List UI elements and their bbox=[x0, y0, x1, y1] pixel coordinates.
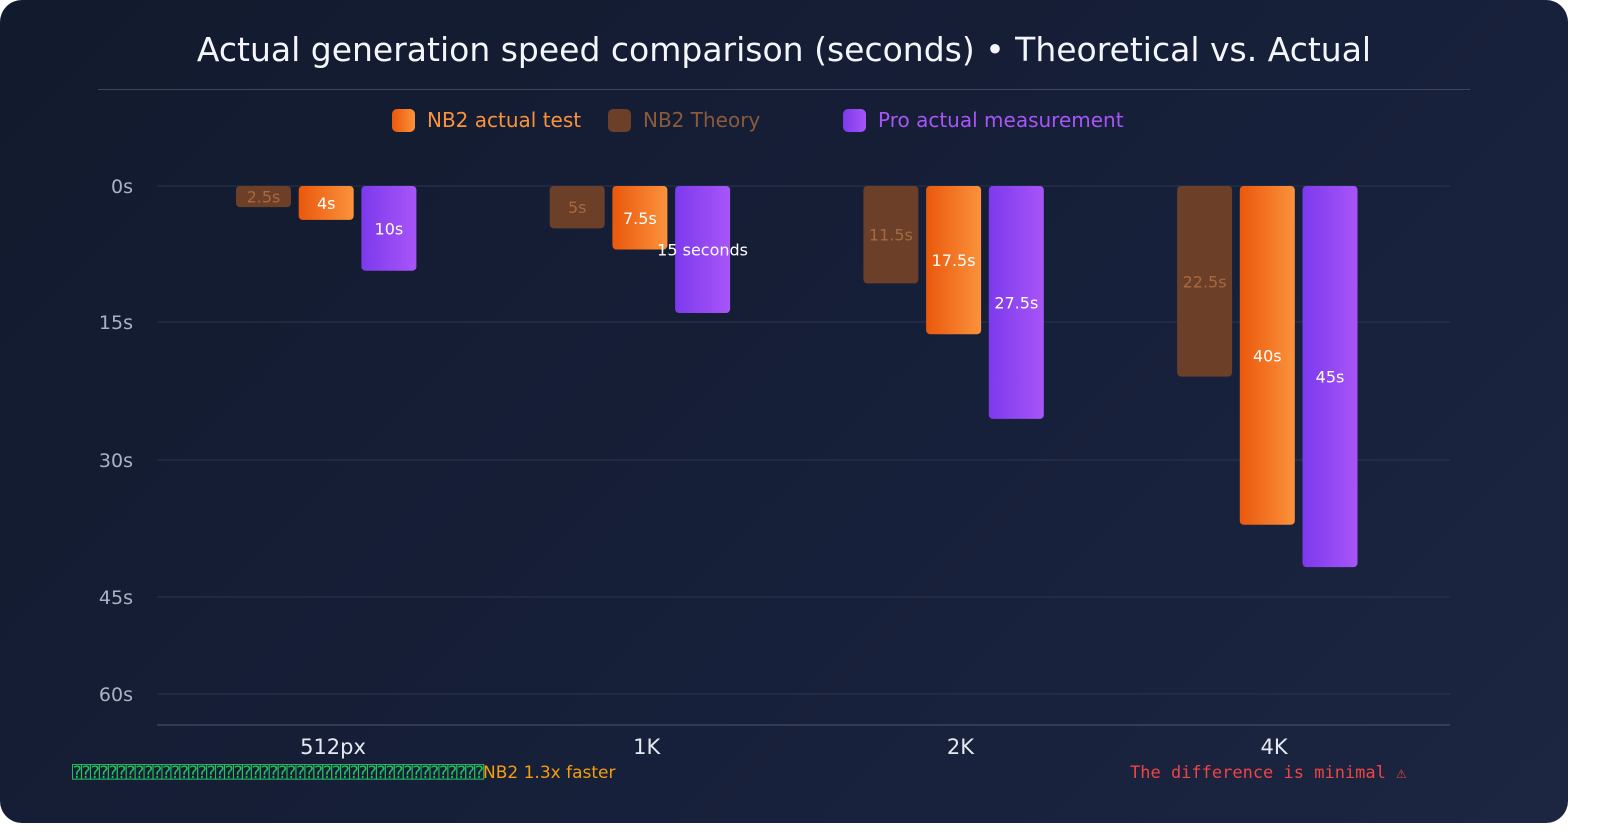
legend-label: NB2 actual test bbox=[427, 108, 582, 132]
y-tick-label: 0s bbox=[111, 176, 133, 198]
bar-nb2-actual-test bbox=[612, 186, 668, 250]
annotation-nb2-faster: NB2 1.3x faster bbox=[483, 763, 616, 783]
bar-pro-actual-measurement bbox=[361, 186, 417, 271]
bar-value-label: 11.5s bbox=[869, 226, 913, 245]
annotation-512-1k: ⍰⍰⍰⍰⍰⍰⍰⍰⍰⍰⍰⍰⍰⍰⍰⍰⍰⍰⍰⍰⍰⍰⍰⍰⍰⍰⍰⍰⍰⍰⍰⍰⍰⍰⍰⍰⍰⍰⍰⍰… bbox=[72, 763, 616, 783]
legend-swatch bbox=[392, 108, 415, 132]
y-tick-label: 15s bbox=[99, 312, 133, 334]
annotation-4k: The difference is minimal ⚠ bbox=[1130, 763, 1407, 783]
bar-nb2-actual-test bbox=[926, 186, 982, 335]
bar-nb2-actual-test bbox=[298, 186, 354, 220]
bar-value-label: 2.5s bbox=[247, 188, 281, 207]
legend-swatch bbox=[608, 108, 631, 132]
bar-pro-actual-measurement bbox=[675, 186, 731, 314]
bar-value-label: 5s bbox=[568, 198, 587, 217]
bar-value-label: 27.5s bbox=[994, 293, 1038, 312]
bar-value-label: 10s bbox=[375, 219, 404, 238]
legend-pro-actual: Pro actual measurement bbox=[843, 106, 1124, 134]
bar-nb2-theory bbox=[549, 186, 605, 229]
chart-card: Actual generation speed comparison (seco… bbox=[0, 0, 1568, 823]
legend-nb2-theory: NB2 Theory bbox=[608, 106, 760, 134]
bar-nb2-theory bbox=[236, 186, 291, 208]
bar-value-label: 15 seconds bbox=[657, 241, 748, 260]
bar-pro-actual-measurement bbox=[1302, 186, 1358, 568]
bar-nb2-theory bbox=[863, 186, 919, 284]
bar-value-label: 45s bbox=[1316, 368, 1345, 387]
y-tick-label: 30s bbox=[99, 450, 133, 472]
bar-value-label: 40s bbox=[1253, 346, 1282, 365]
y-tick-label: 60s bbox=[99, 684, 133, 706]
x-tick-label: 4K bbox=[1261, 735, 1289, 759]
bar-value-label: 4s bbox=[317, 194, 336, 213]
annotation-garbled-text: ⍰⍰⍰⍰⍰⍰⍰⍰⍰⍰⍰⍰⍰⍰⍰⍰⍰⍰⍰⍰⍰⍰⍰⍰⍰⍰⍰⍰⍰⍰⍰⍰⍰⍰⍰⍰⍰⍰⍰⍰… bbox=[72, 763, 484, 783]
bar-nb2-theory bbox=[1177, 186, 1233, 377]
x-tick-label: 512px bbox=[300, 735, 366, 759]
legend-swatch bbox=[843, 108, 866, 132]
bar-pro-actual-measurement bbox=[988, 186, 1044, 419]
y-tick-label: 45s bbox=[99, 587, 133, 609]
x-tick-label: 2K bbox=[947, 735, 975, 759]
legend-label: Pro actual measurement bbox=[878, 108, 1124, 132]
chart-title: Actual generation speed comparison (seco… bbox=[196, 30, 1372, 69]
legend-nb2-actual: NB2 actual test bbox=[392, 106, 581, 134]
bar-value-label: 7.5s bbox=[623, 209, 657, 228]
legend-label: NB2 Theory bbox=[643, 108, 761, 132]
bar-value-label: 22.5s bbox=[1183, 272, 1227, 291]
bar-nb2-actual-test bbox=[1239, 186, 1295, 525]
title-divider bbox=[98, 89, 1470, 90]
x-tick-label: 1K bbox=[633, 735, 661, 759]
bar-value-label: 17.5s bbox=[932, 251, 976, 270]
